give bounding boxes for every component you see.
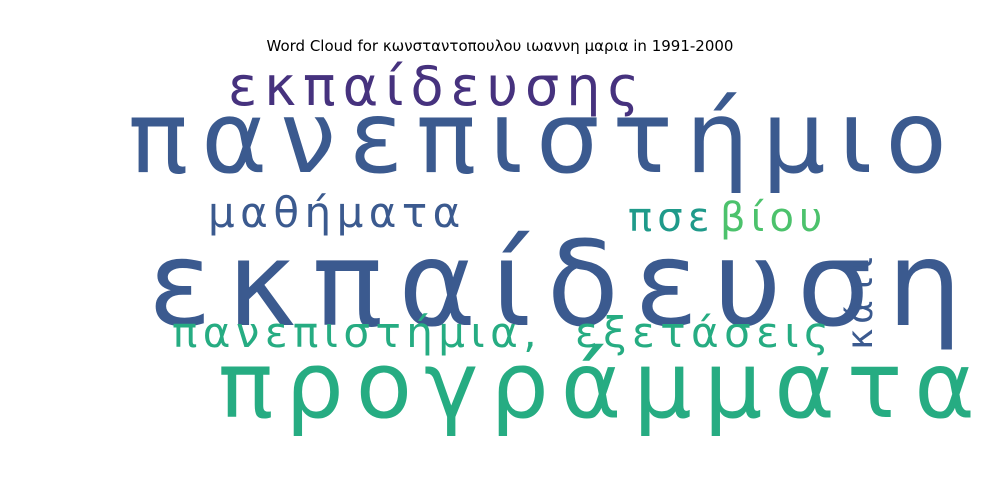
- word-panepistimia: πανεπιστήμια,: [172, 308, 543, 357]
- word-ekpaidefsi: εκπαίδευση: [148, 215, 978, 353]
- word-mathimata: μαθήματα: [208, 188, 466, 237]
- word-kati: κάτι: [839, 252, 881, 350]
- word-programmata: προγράμματα: [218, 332, 987, 439]
- word-exetaseis: εξετάσεις: [575, 308, 835, 357]
- word-panepistimio: πανεπιστήμιο: [128, 79, 960, 196]
- word-pse: πσε: [628, 195, 715, 241]
- figure-title: Word Cloud for κωνσταντοπουλου ιωαννη μα…: [266, 37, 734, 55]
- word-ekpaidefsis: εκπαίδευσης: [228, 55, 647, 118]
- word-viou: βίου: [720, 195, 828, 241]
